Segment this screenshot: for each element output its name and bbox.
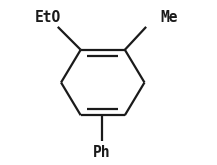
Text: Ph: Ph xyxy=(93,145,111,160)
Text: Me: Me xyxy=(161,10,178,25)
Text: EtO: EtO xyxy=(35,10,61,25)
